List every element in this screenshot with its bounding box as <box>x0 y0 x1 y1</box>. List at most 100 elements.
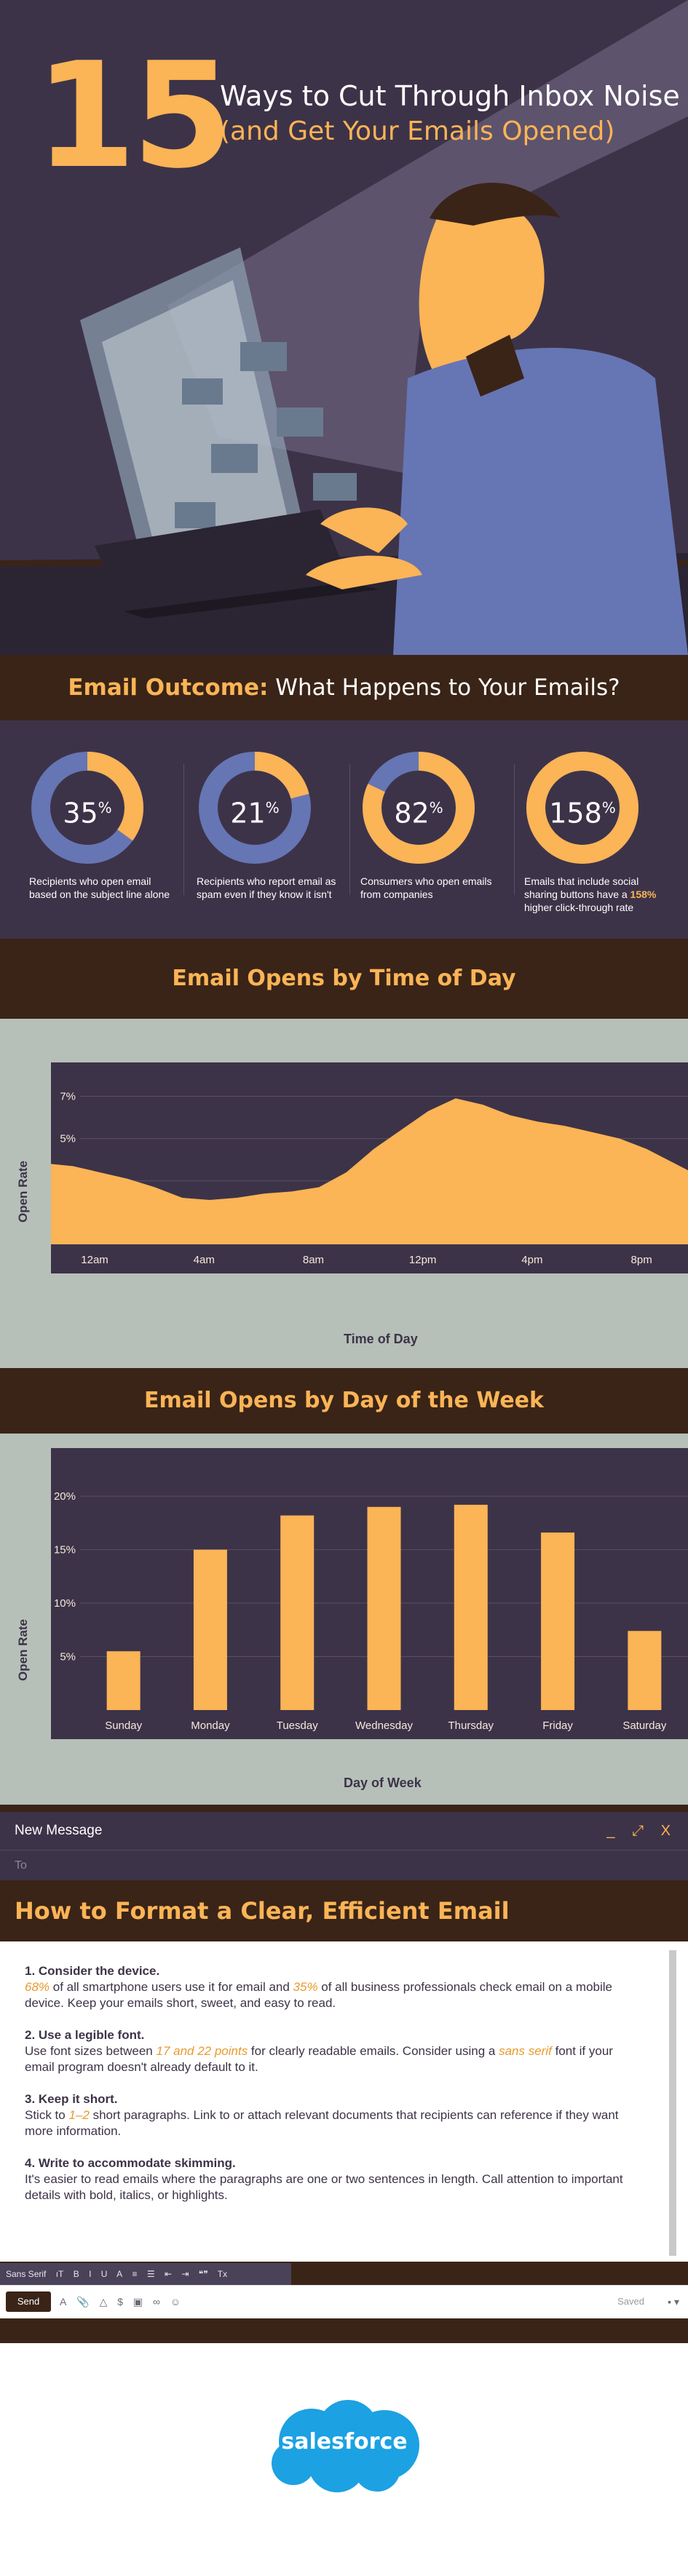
formatting-toolbar: Sans Serif ıT B I U A ≡ ☰ ⇤ ⇥ ❝❞ Tx <box>0 2263 291 2285</box>
x-tick-label: 4am <box>194 1254 215 1266</box>
text-color-button[interactable]: A <box>116 2269 122 2279</box>
indent-button[interactable]: ⇥ <box>181 2269 189 2279</box>
stat-unit: % <box>266 799 280 816</box>
divider <box>349 764 350 895</box>
stat-value: 158 <box>549 798 602 830</box>
stat-unit: % <box>602 799 616 816</box>
caption-text: higher click-through rate <box>524 902 633 913</box>
more-options-icon[interactable]: ▾ <box>674 2296 679 2307</box>
font-size-select[interactable]: ıT <box>56 2269 64 2279</box>
stat-caption: Emails that include social sharing butto… <box>524 875 670 915</box>
stat-value: 82 <box>394 798 429 830</box>
outcome-heading-rest: What Happens to Your Emails? <box>268 675 620 701</box>
tip-text: Use font sizes between 17 and 22 points … <box>25 2043 644 2075</box>
x-tick-label: Saturday <box>622 1720 667 1732</box>
highlight-text: sans serif <box>499 2044 552 2058</box>
highlight-text: 68% <box>25 1980 50 1994</box>
stat-caption: Recipients who open email based on the s… <box>29 875 175 901</box>
tip-heading: 3. Keep it short. <box>25 2091 644 2107</box>
clear-format-button[interactable]: Tx <box>218 2269 227 2279</box>
stat-caption: Recipients who report email as spam even… <box>197 875 342 901</box>
time-chart-heading: Email Opens by Time of Day <box>0 939 688 1019</box>
money-icon[interactable]: $ <box>117 2296 123 2307</box>
bar <box>280 1516 314 1710</box>
bar <box>454 1505 488 1710</box>
footer-right-tools: ▪ ▾ <box>668 2291 679 2312</box>
minimize-icon[interactable]: _ <box>606 1823 614 1839</box>
stat-companies: 82% Consumers who open emails from compa… <box>360 750 506 901</box>
x-tick-label: Monday <box>191 1720 230 1732</box>
stat-social-sharing: 158% Emails that include social sharing … <box>524 750 670 915</box>
align-button[interactable]: ≡ <box>132 2269 137 2279</box>
quote-button[interactable]: ❝❞ <box>199 2269 208 2279</box>
tip-text: It's easier to read emails where the par… <box>25 2171 644 2203</box>
footer: salesforce <box>0 2343 688 2576</box>
highlight-text: 17 and 22 points <box>156 2044 248 2058</box>
tip-heading: 1. Consider the device. <box>25 1963 644 1979</box>
drive-icon[interactable]: △ <box>100 2296 108 2307</box>
tip-text: 68% of all smartphone users use it for e… <box>25 1979 644 2011</box>
bold-button[interactable]: B <box>74 2269 79 2279</box>
x-tick-label: Thursday <box>448 1720 494 1732</box>
subject-field[interactable]: How to Format a Clear, Efficient Email <box>0 1880 688 1941</box>
bar <box>368 1507 401 1710</box>
body-text: Stick to <box>25 2108 68 2122</box>
photo-icon[interactable]: ▣ <box>133 2296 143 2307</box>
underline-button[interactable]: U <box>101 2269 108 2279</box>
body-text: Use font sizes between <box>25 2044 156 2058</box>
to-field[interactable]: To <box>0 1850 688 1880</box>
stat-ring: 82% <box>360 750 477 866</box>
y-tick-label: 15% <box>54 1544 76 1557</box>
stat-spam: 21% Recipients who report email as spam … <box>197 750 342 901</box>
scrollbar[interactable] <box>669 1950 676 2256</box>
footer-tools: A 📎 △ $ ▣ ∞ ☺ <box>60 2291 188 2312</box>
divider <box>183 764 184 895</box>
hero-title: Ways to Cut Through Inbox Noise <box>220 80 680 112</box>
tip: 2. Use a legible font.Use font sizes bet… <box>25 2027 644 2075</box>
attach-icon[interactable]: 📎 <box>76 2296 89 2307</box>
body-text: It's easier to read emails where the par… <box>25 2172 623 2202</box>
body-text: of all smartphone users use it for email… <box>50 1980 293 1994</box>
bar <box>107 1651 141 1710</box>
saved-status: Saved <box>617 2291 644 2312</box>
tip-text: Stick to 1–2 short paragraphs. Link to o… <box>25 2107 644 2139</box>
compose-footer: Send A 📎 △ $ ▣ ∞ ☺ Saved ▪ ▾ <box>0 2285 688 2318</box>
hero-number: 15 <box>35 44 229 189</box>
x-tick-label: 8am <box>303 1254 324 1266</box>
trash-icon[interactable]: ▪ <box>668 2296 671 2307</box>
y-tick-label: 20% <box>54 1490 76 1503</box>
emoji-icon[interactable]: ☺ <box>170 2296 181 2307</box>
stat-ring: 35% <box>29 750 146 866</box>
x-tick-label: 4pm <box>521 1254 542 1266</box>
expand-icon[interactable]: ⤢ <box>632 1823 644 1839</box>
caption-text: Emails that include social sharing butto… <box>524 875 638 900</box>
hero-section: 15 Ways to Cut Through Inbox Noise (and … <box>0 0 688 655</box>
outcome-heading-bold: Email Outcome: <box>68 675 268 701</box>
list-button[interactable]: ☰ <box>147 2269 155 2279</box>
x-tick-label: Friday <box>542 1720 573 1732</box>
message-body[interactable]: 1. Consider the device.68% of all smartp… <box>0 1941 688 2262</box>
x-tick-label: 12am <box>81 1254 108 1266</box>
x-tick-label: Sunday <box>105 1720 142 1732</box>
x-axis-band <box>51 1244 688 1273</box>
bar <box>194 1550 227 1710</box>
font-select[interactable]: Sans Serif <box>6 2269 46 2279</box>
email-compose-window: New Message _ ⤢ X To How to Format a Cle… <box>0 1805 688 2343</box>
tip: 3. Keep it short.Stick to 1–2 short para… <box>25 2091 644 2139</box>
outdent-button[interactable]: ⇤ <box>165 2269 172 2279</box>
window-controls: _ ⤢ X <box>593 1812 671 1850</box>
stat-ring: 158% <box>524 750 641 866</box>
x-tick-label: Tuesday <box>277 1720 318 1732</box>
send-button[interactable]: Send <box>6 2291 51 2312</box>
format-icon[interactable]: A <box>60 2296 66 2307</box>
italic-button[interactable]: I <box>89 2269 91 2279</box>
link-icon[interactable]: ∞ <box>153 2296 160 2307</box>
highlight-text: 1–2 <box>68 2108 89 2122</box>
tip-heading: 4. Write to accommodate skimming. <box>25 2155 644 2171</box>
outcome-stats: 35% Recipients who open email based on t… <box>0 720 688 939</box>
y-tick-label: 5% <box>60 1651 76 1663</box>
y-tick-label: 10% <box>54 1597 76 1610</box>
day-chart-heading: Email Opens by Day of the Week <box>0 1368 688 1434</box>
close-icon[interactable]: X <box>661 1823 671 1839</box>
